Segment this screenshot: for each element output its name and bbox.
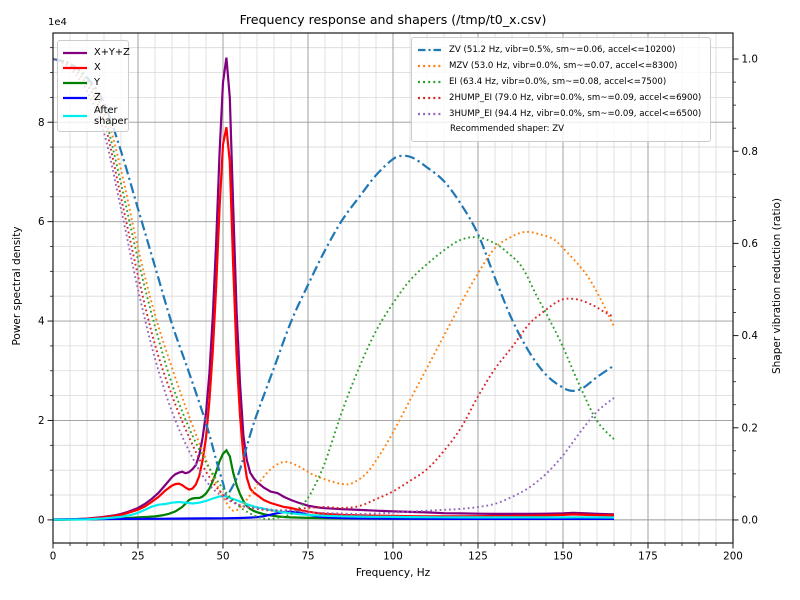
- page-title: Frequency response and shapers (/tmp/t0_…: [239, 12, 547, 27]
- svg-text:125: 125: [468, 551, 488, 563]
- legend-item-label: EI (63.4 Hz, vibr=0.0%, sm~=0.08, accel<…: [449, 76, 667, 87]
- svg-text:175: 175: [638, 551, 658, 563]
- series-2hump-ei: [53, 58, 615, 512]
- legend-line-swatch: [63, 96, 87, 99]
- svg-text:200: 200: [723, 551, 743, 563]
- legend-line-swatch: [418, 96, 442, 99]
- legend-line-swatch: [63, 66, 87, 69]
- legend-line-swatch: [418, 112, 442, 115]
- legend-item-label: X: [94, 62, 101, 73]
- svg-text:0: 0: [50, 551, 57, 563]
- svg-text:0.6: 0.6: [742, 238, 758, 250]
- legend-psd: X+Y+Z X Y Z After shaper: [57, 40, 130, 132]
- svg-text:2: 2: [38, 415, 45, 427]
- series-after-shaper: [53, 494, 615, 521]
- y-right-axis-label: Shaper vibration reduction (ratio): [771, 197, 783, 375]
- legend-item-label: After shaper: [94, 105, 128, 127]
- legend-shapers: ZV (51.2 Hz, vibr=0.5%, sm~=0.06, accel<…: [411, 37, 711, 143]
- y-left-offset-text: 1e4: [48, 17, 67, 28]
- legend-line-swatch: [63, 114, 87, 118]
- series-z: [53, 510, 614, 521]
- legend-item-label: MZV (53.0 Hz, vibr=0.0%, sm~=0.07, accel…: [449, 60, 678, 71]
- legend-item-label: Z: [94, 92, 101, 103]
- legend-item: ZV (51.2 Hz, vibr=0.5%, sm~=0.06, accel<…: [417, 42, 705, 58]
- svg-text:1.0: 1.0: [742, 54, 758, 66]
- x-axis-label: Frequency, Hz: [355, 567, 431, 579]
- legend-line-swatch: [63, 81, 87, 84]
- svg-text:25: 25: [131, 551, 144, 563]
- legend-item: Y: [62, 75, 124, 90]
- legend-item-label: ZV (51.2 Hz, vibr=0.5%, sm~=0.06, accel<…: [449, 44, 676, 55]
- svg-text:0: 0: [38, 514, 45, 526]
- svg-text:150: 150: [553, 551, 573, 563]
- svg-text:100: 100: [383, 551, 403, 563]
- svg-text:75: 75: [301, 551, 314, 563]
- legend-item-label: X+Y+Z: [94, 47, 130, 58]
- svg-text:0.2: 0.2: [742, 422, 758, 434]
- svg-text:8: 8: [38, 117, 45, 129]
- svg-text:0.8: 0.8: [742, 146, 758, 158]
- axis-tick-labels: 0 25 50 75 100 125 150 175 200 0 2 4 6 8 0.0 0.2 0.4 0.6 0…: [38, 54, 758, 563]
- curves: [53, 57, 615, 521]
- legend-item-label: 2HUMP_EI (79.0 Hz, vibr=0.0%, sm~=0.09, …: [449, 92, 702, 103]
- legend-line-swatch: [63, 51, 87, 54]
- legend-item: EI (63.4 Hz, vibr=0.0%, sm~=0.08, accel<…: [417, 74, 705, 90]
- legend-item: 3HUMP_EI (94.4 Hz, vibr=0.0%, sm~=0.09, …: [417, 106, 705, 122]
- series-x-y-z: [53, 57, 615, 521]
- legend-item: Z: [62, 90, 124, 105]
- series-ei: [53, 58, 615, 520]
- series-zv: [53, 57, 615, 496]
- legend-item: 2HUMP_EI (79.0 Hz, vibr=0.0%, sm~=0.09, …: [417, 90, 705, 106]
- svg-text:4: 4: [38, 316, 45, 328]
- legend-item: After shaper: [62, 105, 128, 127]
- svg-text:0.4: 0.4: [742, 330, 758, 342]
- legend-line-swatch: [418, 80, 442, 83]
- legend-item: MZV (53.0 Hz, vibr=0.0%, sm~=0.07, accel…: [417, 58, 705, 74]
- series-x: [53, 126, 615, 521]
- legend-item: X+Y+Z: [62, 45, 130, 60]
- legend-item-label: 3HUMP_EI (94.4 Hz, vibr=0.0%, sm~=0.09, …: [449, 108, 702, 119]
- legend-item-label: Y: [94, 77, 100, 88]
- legend-line-swatch: [418, 48, 442, 52]
- svg-text:50: 50: [216, 551, 229, 563]
- svg-text:6: 6: [38, 216, 45, 228]
- svg-text:0.0: 0.0: [742, 515, 758, 527]
- axis-ticks: [47, 47, 739, 549]
- y-left-axis-label: Power spectral density: [11, 226, 23, 346]
- legend-footer: Recommended shaper: ZV: [450, 124, 564, 135]
- legend-item: X: [62, 60, 124, 75]
- legend-line-swatch: [418, 64, 442, 67]
